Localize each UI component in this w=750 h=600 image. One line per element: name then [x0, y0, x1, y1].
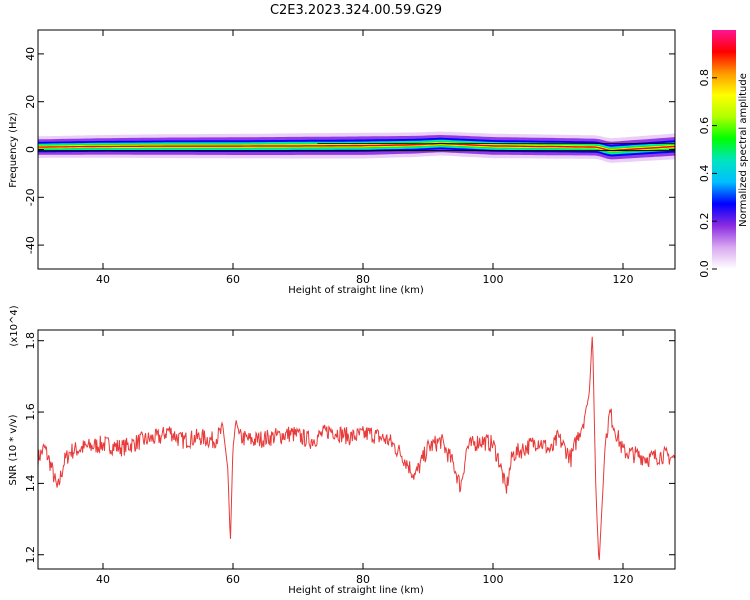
spectrogram-ytick-label: -40 — [24, 236, 37, 254]
colorbar: 0.0 0.2 0.4 0.6 0.8 Normalized spectral ampl… — [698, 30, 749, 278]
snr-xlabel: Height of straight line (km) — [288, 585, 424, 596]
snr-xtick-label: 100 — [483, 573, 504, 586]
spectrogram-ytick-label: -20 — [24, 188, 37, 206]
snr-plot-area — [38, 330, 675, 569]
colorbar-tick-label: 0.8 — [698, 69, 711, 87]
spectrogram-xtick-label: 120 — [613, 273, 634, 286]
snr-multiplier: (x10^4) — [9, 305, 20, 346]
figure-title: C2E3.2023.324.00.59.G29 — [270, 3, 442, 18]
snr-xtick-label: 60 — [226, 573, 240, 586]
spectrogram-xtick-label: 60 — [226, 273, 240, 286]
snr-xtick-label: 40 — [96, 573, 110, 586]
spectrogram-xtick-label: 100 — [483, 273, 504, 286]
spectrogram-ticks: 40 60 80 100 120 -40 -20 0 20 40 — [24, 30, 675, 286]
snr-ytick-label: 1.4 — [24, 475, 37, 493]
spectrogram-band-layer-5 — [38, 142, 675, 153]
spectrogram-ytick-label: 0 — [24, 146, 37, 153]
snr-ytick-label: 1.2 — [24, 546, 37, 564]
snr-series-line — [38, 336, 675, 560]
colorbar-tick-label: 0.6 — [698, 117, 711, 135]
snr-ytick-label: 1.8 — [24, 332, 37, 350]
spectrogram-ytick-label: 40 — [24, 47, 37, 61]
colorbar-gradient — [712, 30, 736, 269]
spectrogram-panel: 40 60 80 100 120 -40 -20 0 20 40 Height of straig… — [8, 29, 676, 296]
colorbar-tick-label: 0.2 — [698, 212, 711, 230]
snr-xtick-label: 120 — [613, 573, 634, 586]
snr-ylabel: SNR (10 * v/v) — [8, 414, 19, 485]
snr-xtick-label: 80 — [356, 573, 370, 586]
spectrogram-xtick-label: 40 — [96, 273, 110, 286]
spectrogram-ytick-label: 20 — [24, 95, 37, 109]
snr-frame — [37, 329, 676, 570]
snr-ytick-label: 1.6 — [24, 403, 37, 421]
spectrogram-xlabel: Height of straight line (km) — [288, 285, 424, 296]
snr-ticks: 40 60 80 100 120 1.2 1.4 1.6 1.8 — [24, 330, 675, 586]
spectrogram-xtick-label: 80 — [356, 273, 370, 286]
colorbar-label: Normalized spectral amplitude — [738, 73, 749, 227]
snr-panel: 40 60 80 100 120 1.2 1.4 1.6 1.8 Height of strai… — [8, 305, 676, 596]
colorbar-tick-label: 0.4 — [698, 165, 711, 183]
spectrogram-band — [38, 131, 675, 163]
colorbar-tick-label: 0.0 — [698, 260, 711, 278]
colorbar-ticks: 0.0 0.2 0.4 0.6 0.8 — [698, 69, 717, 278]
spectrogram-ylabel: Frequency (Hz) — [8, 112, 19, 188]
